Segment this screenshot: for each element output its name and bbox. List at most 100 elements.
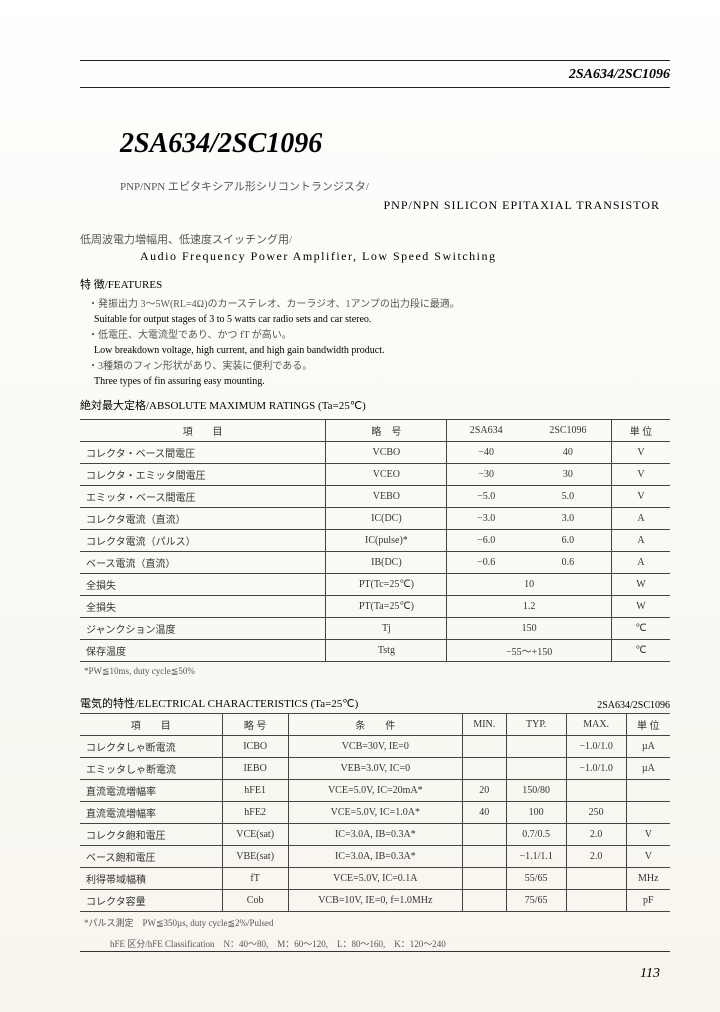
- table-cell: −3.0: [447, 508, 525, 530]
- table-cell: 40: [462, 802, 506, 824]
- table-cell: IC=3.0A, IB=0.3A*: [288, 846, 462, 868]
- table-cell: 100: [506, 802, 566, 824]
- table-cell: V: [611, 486, 670, 508]
- table-cell: hFE1: [222, 780, 288, 802]
- table-cell: [462, 868, 506, 890]
- table-row: ベース電流（直流）IB(DC)−0.60.6A: [80, 552, 670, 574]
- table-cell: 6.0: [525, 530, 611, 552]
- header-top-rule: [80, 60, 670, 61]
- table-header: MIN.: [462, 714, 506, 736]
- table-cell: VCEO: [326, 464, 447, 486]
- table-cell: コレクタ容量: [80, 890, 222, 912]
- table-cell: [626, 802, 670, 824]
- table-cell: VCE=5.0V, IC=1.0A*: [288, 802, 462, 824]
- table-cell: 55/65: [506, 868, 566, 890]
- feature-en: Suitable for output stages of 3 to 5 wat…: [94, 314, 670, 325]
- table-cell: µA: [626, 758, 670, 780]
- table-cell: V: [611, 464, 670, 486]
- table-cell: [462, 758, 506, 780]
- table-row: コレクタ・エミッタ間電圧VCEO−3030V: [80, 464, 670, 486]
- elec-table: 項 目略 号条 件MIN.TYP.MAX.単 位コレクタしゃ断電流ICBOVCB…: [80, 713, 670, 912]
- table-cell: 0.7/0.5: [506, 824, 566, 846]
- table-cell: コレクタ電流（パルス）: [80, 530, 326, 552]
- table-row: コレクタ容量CobVCB=10V, IE=0, f=1.0MHz 75/65 pF: [80, 890, 670, 912]
- feature-en: Low breakdown voltage, high current, and…: [94, 345, 670, 356]
- table-cell: PT(Ta=25℃): [326, 596, 447, 618]
- table-cell: コレクタ・エミッタ間電圧: [80, 464, 326, 486]
- table-row: エミッタしゃ断電流IEBOVEB=3.0V, IC=0 −1.0/1.0µA: [80, 758, 670, 780]
- table-cell: 30: [525, 464, 611, 486]
- table-row: コレクタ・ベース間電圧VCBO−4040V: [80, 442, 670, 464]
- table-cell: −6.0: [447, 530, 525, 552]
- table-cell: Tstg: [326, 640, 447, 662]
- table-cell: 2.0: [566, 824, 626, 846]
- table-row: ジャンクション温度Tj150℃: [80, 618, 670, 640]
- table-row: 直流電流増幅率hFE1VCE=5.0V, IC=20mA*20150/80: [80, 780, 670, 802]
- features-list: ・発振出力 3～5W(RL=4Ω)のカーステレオ、カーラジオ、1アンプの出力段に…: [80, 298, 670, 387]
- table-header: 項 目: [80, 420, 326, 442]
- elec-note-1: *パルス測定 PW≦350µs, duty cycle≦2%/Pulsed: [84, 916, 670, 929]
- table-cell: 150: [447, 618, 611, 640]
- header-bottom-rule: [80, 87, 670, 88]
- table-cell: コレクタ飽和電圧: [80, 824, 222, 846]
- table-cell: エミッタしゃ断電流: [80, 758, 222, 780]
- table-cell: ベース飽和電圧: [80, 846, 222, 868]
- table-cell: [462, 890, 506, 912]
- table-cell: hFE2: [222, 802, 288, 824]
- table-cell: −30: [447, 464, 525, 486]
- table-row: コレクタ飽和電圧VCE(sat)IC=3.0A, IB=0.3A* 0.7/0.5…: [80, 824, 670, 846]
- table-cell: コレクタしゃ断電流: [80, 736, 222, 758]
- table-cell: IB(DC): [326, 552, 447, 574]
- table-header: 略 号: [222, 714, 288, 736]
- table-cell: 75/65: [506, 890, 566, 912]
- table-cell: Cob: [222, 890, 288, 912]
- table-row: 全損失PT(Tc=25℃)10W: [80, 574, 670, 596]
- table-row: コレクタ電流（パルス）IC(pulse)*−6.06.0A: [80, 530, 670, 552]
- table-cell: V: [626, 846, 670, 868]
- table-cell: Tj: [326, 618, 447, 640]
- elec-heading: 電気的特性/ELECTRICAL CHARACTERISTICS (Ta=25℃…: [80, 695, 358, 711]
- table-cell: [506, 758, 566, 780]
- table-cell: 3.0: [525, 508, 611, 530]
- table-cell: VEB=3.0V, IC=0: [288, 758, 462, 780]
- table-header: 2SC1096: [525, 420, 611, 442]
- table-cell: [626, 780, 670, 802]
- elec-note-2: hFE 区分/hFE Classification N：40～80, M：60～…: [110, 937, 670, 950]
- feature-en: Three types of fin assuring easy mountin…: [94, 376, 670, 387]
- feature-jp: ・低電圧、大電流型であり、かつ fT が高い。: [88, 329, 670, 343]
- table-cell: IEBO: [222, 758, 288, 780]
- table-cell: −1.1/1.1: [506, 846, 566, 868]
- table-row: 保存温度Tstg−55～+150℃: [80, 640, 670, 662]
- table-cell: 250: [566, 802, 626, 824]
- table-cell: 保存温度: [80, 640, 326, 662]
- table-cell: pF: [626, 890, 670, 912]
- table-cell: IC=3.0A, IB=0.3A*: [288, 824, 462, 846]
- table-cell: VEBO: [326, 486, 447, 508]
- bottom-rule: [80, 951, 670, 952]
- table-cell: −0.6: [447, 552, 525, 574]
- elec-part-number: 2SA634/2SC1096: [597, 700, 670, 711]
- table-cell: VCE=5.0V, IC=20mA*: [288, 780, 462, 802]
- table-cell: V: [626, 824, 670, 846]
- table-header: 単 位: [611, 420, 670, 442]
- table-cell: ℃: [611, 640, 670, 662]
- table-cell: 10: [447, 574, 611, 596]
- table-row: コレクタしゃ断電流ICBOVCB=30V, IE=0−1.0/1.0µA: [80, 736, 670, 758]
- table-cell: 0.6: [525, 552, 611, 574]
- table-cell: 全損失: [80, 574, 326, 596]
- table-cell: [462, 824, 506, 846]
- table-cell: −1.0/1.0: [566, 736, 626, 758]
- table-header: 単 位: [626, 714, 670, 736]
- table-cell: −1.0/1.0: [566, 758, 626, 780]
- table-header: 2SA634: [447, 420, 525, 442]
- table-row: エミッタ・ベース間電圧VEBO−5.05.0V: [80, 486, 670, 508]
- feature-jp: ・3種類のフィン形状があり、実装に便利である。: [88, 360, 670, 374]
- table-cell: −55～+150: [447, 640, 611, 662]
- table-cell: ICBO: [222, 736, 288, 758]
- abs-max-table: 項 目略 号2SA6342SC1096単 位コレクタ・ベース間電圧VCBO−40…: [80, 419, 670, 662]
- table-cell: VCB=10V, IE=0, f=1.0MHz: [288, 890, 462, 912]
- table-cell: −40: [447, 442, 525, 464]
- table-cell: VCBO: [326, 442, 447, 464]
- subtitle-jp: PNP/NPN エピタキシアル形シリコントランジスタ/: [120, 178, 670, 194]
- table-cell: VCE(sat): [222, 824, 288, 846]
